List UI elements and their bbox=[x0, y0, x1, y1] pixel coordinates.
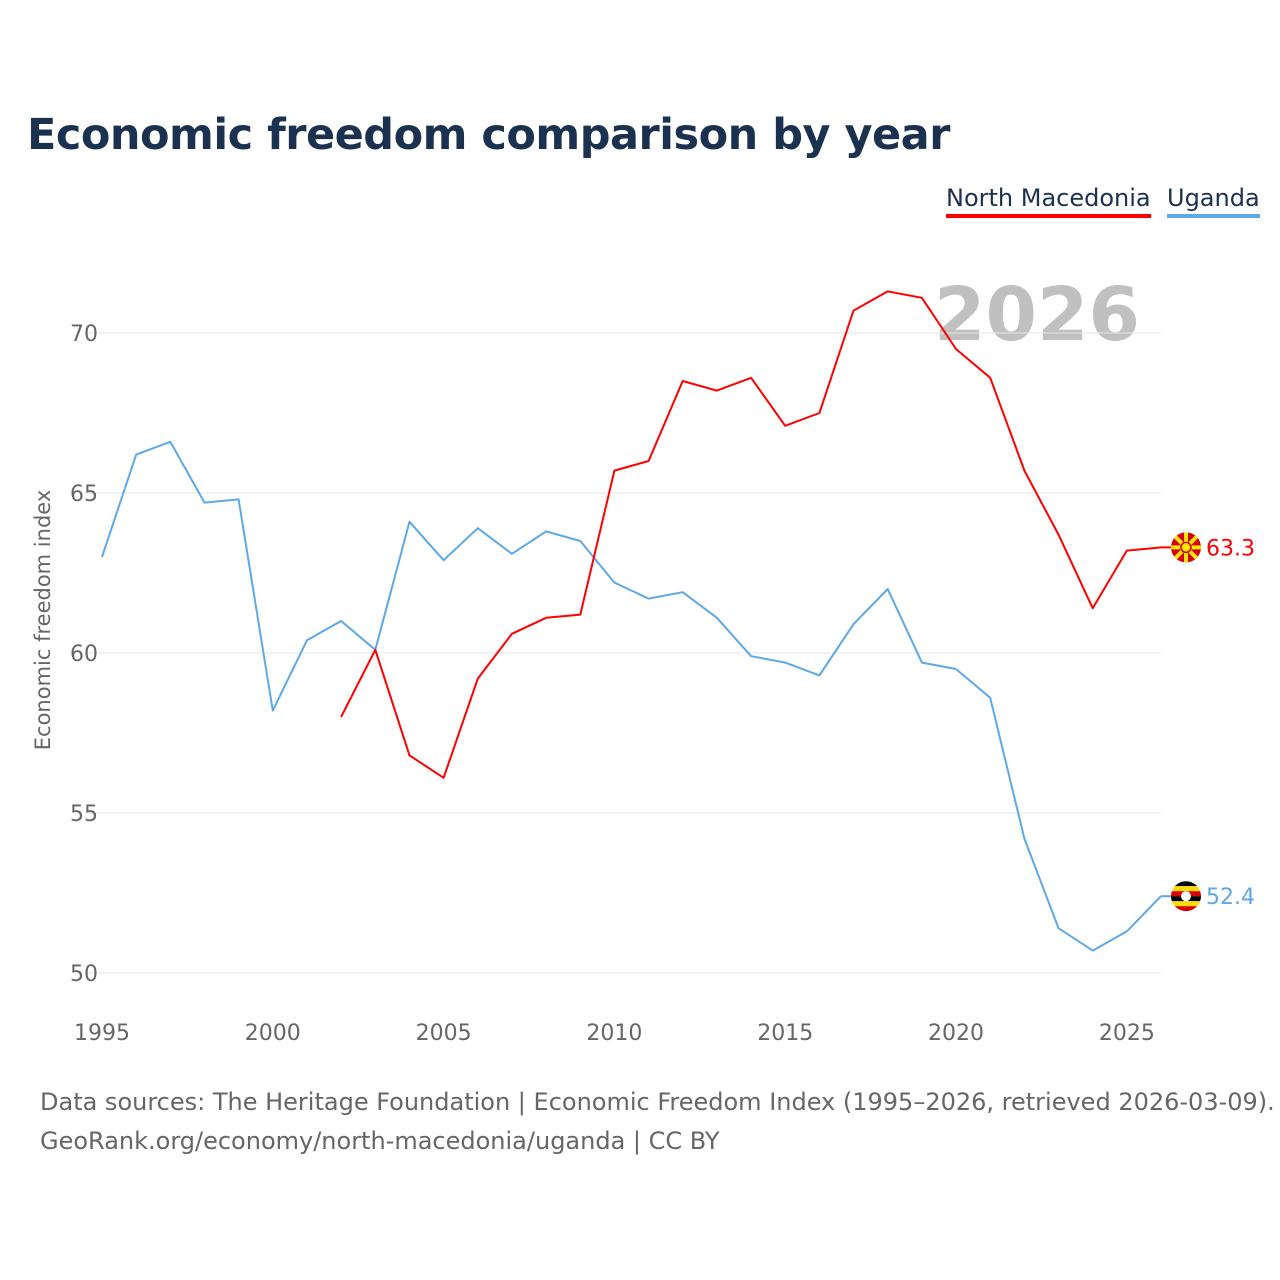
data-point bbox=[953, 346, 959, 352]
data-point bbox=[885, 586, 891, 592]
data-point bbox=[338, 618, 344, 624]
x-tick-label: 2010 bbox=[586, 1021, 642, 1046]
data-point bbox=[782, 423, 788, 429]
data-point bbox=[987, 695, 993, 701]
y-axis-label: Economic freedom index bbox=[31, 490, 55, 751]
x-tick-label: 2020 bbox=[928, 1021, 984, 1046]
data-point bbox=[236, 496, 242, 502]
data-point bbox=[714, 615, 720, 621]
data-point bbox=[748, 653, 754, 659]
data-point bbox=[543, 615, 549, 621]
data-point bbox=[99, 554, 105, 560]
data-point bbox=[167, 439, 173, 445]
x-tick-label: 1995 bbox=[74, 1021, 130, 1046]
data-point bbox=[953, 666, 959, 672]
data-point bbox=[611, 580, 617, 586]
y-tick-label: 55 bbox=[70, 802, 98, 827]
data-point bbox=[577, 538, 583, 544]
data-point bbox=[646, 596, 652, 602]
data-point bbox=[475, 676, 481, 682]
data-point bbox=[543, 528, 549, 534]
north-macedonia-flag-icon bbox=[1171, 532, 1201, 563]
series-line-uganda bbox=[101, 440, 1162, 952]
data-point bbox=[1090, 605, 1096, 611]
data-point bbox=[441, 557, 447, 563]
data-point bbox=[304, 637, 310, 643]
data-point bbox=[1056, 532, 1062, 538]
year-watermark: 2026 bbox=[934, 272, 1140, 358]
data-point bbox=[851, 308, 857, 314]
data-point bbox=[372, 647, 378, 653]
source-text: Data sources: The Heritage Foundation | … bbox=[40, 1088, 1275, 1116]
data-point bbox=[406, 752, 412, 758]
x-tick-label: 2000 bbox=[245, 1021, 301, 1046]
data-point bbox=[577, 612, 583, 618]
data-point bbox=[919, 295, 925, 301]
data-point bbox=[646, 458, 652, 464]
y-tick-label: 70 bbox=[70, 322, 98, 347]
data-point bbox=[1021, 836, 1027, 842]
legend-north-macedonia[interactable]: North Macedonia bbox=[946, 184, 1151, 218]
data-point bbox=[1090, 948, 1096, 954]
data-point bbox=[509, 551, 515, 557]
y-tick-label: 60 bbox=[70, 642, 98, 667]
data-point bbox=[748, 375, 754, 381]
data-point bbox=[816, 410, 822, 416]
data-point bbox=[714, 388, 720, 394]
data-point bbox=[987, 375, 993, 381]
data-point bbox=[1124, 548, 1130, 554]
legend-uganda[interactable]: Uganda bbox=[1167, 184, 1260, 218]
data-point bbox=[919, 660, 925, 666]
data-point bbox=[782, 660, 788, 666]
end-value-label: 63.3 bbox=[1206, 536, 1255, 561]
source-link[interactable]: GeoRank.org/economy/north-macedonia/ugan… bbox=[40, 1127, 720, 1155]
data-point bbox=[1124, 928, 1130, 934]
x-tick-label: 2015 bbox=[757, 1021, 813, 1046]
data-point bbox=[611, 468, 617, 474]
series-line-north-macedonia bbox=[340, 290, 1162, 779]
end-value-label: 52.4 bbox=[1206, 885, 1255, 910]
data-point bbox=[851, 621, 857, 627]
data-point bbox=[885, 288, 891, 294]
y-tick-label: 65 bbox=[70, 482, 98, 507]
data-point bbox=[406, 519, 412, 525]
y-tick-label: 50 bbox=[70, 962, 98, 987]
x-tick-label: 2025 bbox=[1099, 1021, 1155, 1046]
x-tick-label: 2005 bbox=[416, 1021, 472, 1046]
data-point bbox=[270, 708, 276, 714]
chart-title: Economic freedom comparison by year bbox=[27, 110, 950, 160]
data-point bbox=[816, 672, 822, 678]
uganda-flag-icon bbox=[1171, 881, 1201, 912]
data-point bbox=[509, 631, 515, 637]
data-point bbox=[441, 775, 447, 781]
data-point bbox=[201, 500, 207, 506]
data-point bbox=[680, 378, 686, 384]
data-point bbox=[475, 525, 481, 531]
data-point bbox=[1056, 925, 1062, 931]
data-point bbox=[133, 452, 139, 458]
data-point bbox=[680, 589, 686, 595]
data-point bbox=[338, 714, 344, 720]
data-point bbox=[1021, 468, 1027, 474]
